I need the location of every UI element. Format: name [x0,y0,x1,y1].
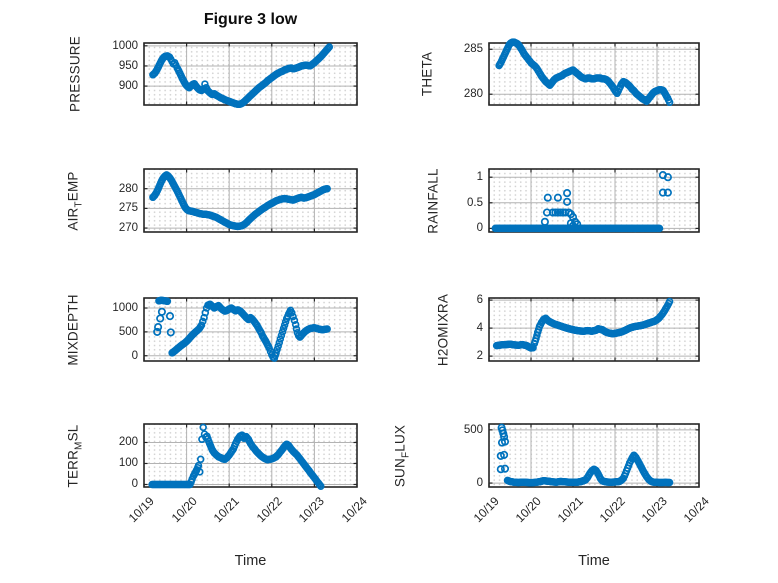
x-tick-label: 10/20 [168,494,200,526]
x-tick-label: 10/21 [210,494,243,526]
x-axis-label: Time [234,553,267,569]
y-tick-label: 0 [476,477,483,490]
x-tick-label: 10/19 [125,494,157,526]
x-tick-label: 10/24 [338,494,370,526]
scatter-points [153,296,331,362]
y-tick-label: 6 [476,294,483,307]
y-tick-label: 0 [131,478,138,491]
x-tick-label: 10/22 [253,494,285,526]
scatter-points [495,38,674,107]
chart-sun-flux [488,423,700,488]
chart-pressure [143,42,358,108]
y-tick-label: 2 [476,350,483,363]
x-tick-label: 10/21 [554,494,586,526]
y-tick-label: 500 [118,325,138,338]
axes-box [143,168,358,233]
x-axis-label: Time [578,553,610,569]
ylabel-pressure: PRESSURE [67,36,83,112]
y-tick-label: 0 [131,349,138,362]
y-tick-label: 950 [118,59,138,72]
y-tick-label: 0.5 [467,196,483,209]
major-grid [144,424,357,487]
chart-h2omixra [488,297,700,362]
y-tick-label: 100 [118,457,138,470]
x-tick-label: 10/22 [596,494,628,526]
y-tick-label: 4 [476,322,483,335]
y-tick-label: 900 [118,80,138,93]
y-tick-label: 280 [463,88,483,101]
y-tick-label: 200 [118,436,138,449]
scatter-points [149,171,331,231]
minor-grid-rainfall [489,169,699,232]
y-tick-label: 270 [118,222,138,235]
y-tick-label: 0 [476,222,483,235]
chart-theta [488,38,700,107]
y-tick-label: 1000 [112,39,138,52]
axes-box [488,423,700,488]
ylabel-air-temp: AIRTEMP [65,170,85,231]
ylabel-terr-msl: TERRMSL [65,423,85,488]
major-grid [489,424,699,487]
axes-box [488,297,700,362]
y-tick-label: 1000 [112,302,138,315]
y-tick-label: 285 [463,43,483,56]
ylabel-sun-flux: SUNFLUX [392,424,412,487]
axes-box [488,42,700,106]
scatter-points [491,171,672,233]
x-tick-label: 10/24 [680,494,712,526]
y-tick-label: 1 [476,171,483,184]
axes-box [143,42,358,106]
x-tick-label: 10/20 [512,494,544,526]
scatter-points [148,423,325,490]
chart-mixdepth [143,296,358,362]
minor-grid-air-temp [144,169,357,232]
x-tick-label: 10/23 [296,494,328,526]
x-tick-label: 10/19 [470,494,502,526]
major-grid [489,169,699,232]
y-tick-label: 280 [118,182,138,195]
figure-title: Figure 3 low [203,11,298,28]
scatter-points [492,297,674,352]
x-tick-label: 10/23 [638,494,670,526]
y-tick-label: 275 [118,202,138,215]
chart-terr-msl [143,423,358,490]
y-tick-label: 500 [463,423,483,436]
minor-grid-sun-flux [489,424,699,487]
chart-rainfall [488,168,700,233]
scatter-points [496,423,674,487]
ylabel-mixdepth: MIXDEPTH [65,293,81,366]
axes-box [143,423,358,488]
axes-box [488,168,700,233]
chart-air-temp [143,168,358,233]
scatter-points [149,43,334,108]
minor-grid-terr-msl [144,424,357,487]
